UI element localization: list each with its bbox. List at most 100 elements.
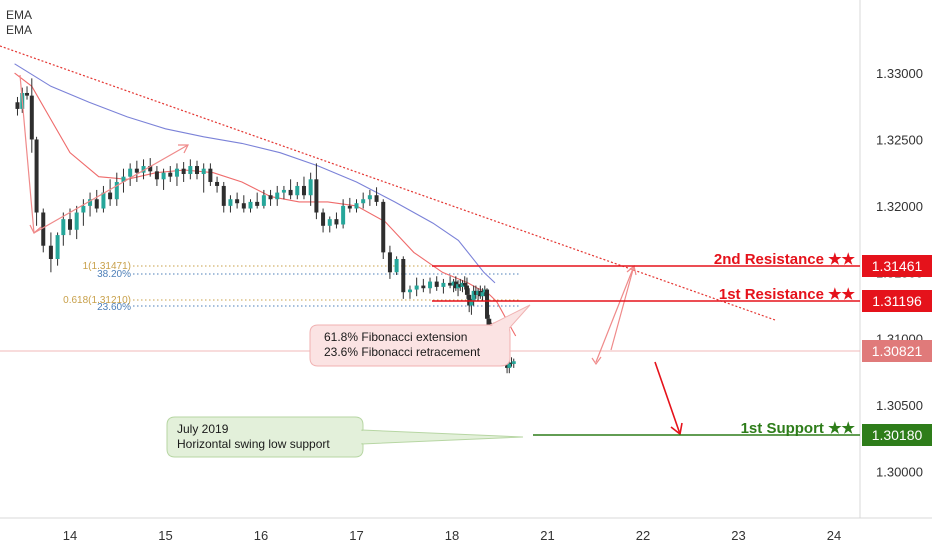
candle-body-down <box>434 281 439 287</box>
candle <box>268 189 273 206</box>
candle <box>61 212 66 246</box>
candle-body-up <box>188 166 193 174</box>
candle <box>154 166 159 186</box>
candle <box>467 288 472 313</box>
candle-body-down <box>208 168 213 182</box>
candle <box>275 185 280 206</box>
resistance-2-label: 2nd Resistance ★★ <box>714 251 856 268</box>
pattern-arrows <box>19 74 637 366</box>
candle-body-up <box>88 199 93 206</box>
candle <box>381 199 386 259</box>
candle <box>188 159 193 180</box>
candle-body-down <box>94 199 99 209</box>
candle <box>168 166 173 182</box>
candle <box>441 278 446 294</box>
fib-callout: 61.8% Fibonacci extension 23.6% Fibonacc… <box>309 304 531 367</box>
candle <box>347 197 352 213</box>
y-tick-label: 1.32000 <box>876 199 923 214</box>
candle <box>367 189 372 206</box>
indicator-label-ema-2[interactable]: EMA <box>6 23 33 37</box>
fib-label-23: 23.60% <box>97 302 131 313</box>
candle-body-down <box>48 245 53 259</box>
candle-body-down <box>288 189 293 196</box>
candle-body-down <box>462 282 467 286</box>
candle-body-up <box>295 185 300 196</box>
candle-body-down <box>301 185 306 196</box>
candle-body-down <box>464 285 469 295</box>
candle <box>414 277 419 297</box>
candle-body-down <box>334 219 339 225</box>
candle-body-down <box>181 168 186 174</box>
candle-body-up <box>482 289 487 293</box>
candle-body-up <box>511 361 516 364</box>
candle <box>88 192 93 217</box>
candle-body-up <box>308 179 313 196</box>
candle-body-up <box>228 199 233 206</box>
candle <box>134 160 139 182</box>
candle-body-down <box>68 219 72 230</box>
candle <box>181 162 186 182</box>
candle-body-down <box>195 166 200 174</box>
candle <box>354 199 359 213</box>
candle <box>511 358 516 368</box>
candle <box>208 163 213 186</box>
candle <box>387 245 392 279</box>
candle-body-down <box>235 199 240 204</box>
candle-body-up <box>281 189 286 193</box>
fib-label-38: 38.20% <box>97 269 131 280</box>
candle-body-down <box>168 172 173 177</box>
candle <box>456 280 461 297</box>
candle <box>94 189 99 213</box>
candle-body-down <box>215 181 220 186</box>
candle <box>295 181 300 200</box>
badge-s1-text: 1.30180 <box>872 427 923 443</box>
y-axis: 1.300001.305001.310001.315001.320001.325… <box>876 66 923 479</box>
candle-body-up <box>201 168 206 174</box>
ema-fast-line <box>14 72 517 337</box>
candle <box>29 78 34 153</box>
candle-body-up <box>441 282 446 287</box>
candle-body-up <box>367 195 372 200</box>
trendline <box>0 45 776 321</box>
candle <box>478 285 483 299</box>
candle-body-down <box>321 212 326 226</box>
candle <box>421 278 426 293</box>
candle <box>428 277 433 294</box>
candle-body-up <box>121 176 126 182</box>
candle <box>148 158 153 177</box>
candle-body-up <box>480 292 485 297</box>
candle-body-down <box>148 166 153 172</box>
candle <box>394 256 399 275</box>
resistance-1-label: 1st Resistance ★★ <box>719 286 856 303</box>
fib-callout-line-2: 23.6% Fibonacci retracement <box>324 345 481 359</box>
candle-body-down <box>509 362 514 364</box>
badge-r1-text: 1.31196 <box>872 293 922 309</box>
candle <box>81 199 86 226</box>
candle-body-down <box>387 252 392 273</box>
candle <box>241 195 246 213</box>
candle-body-up <box>414 285 419 290</box>
candle-body-down <box>374 195 379 202</box>
y-tick-label: 1.33000 <box>876 66 923 81</box>
badge-r2-text: 1.31461 <box>872 258 923 274</box>
swing-callout: July 2019 Horizontal swing low support <box>166 416 524 458</box>
fib-label-618: 0.618(1.31210) <box>63 295 131 306</box>
candle-body-up <box>507 362 512 368</box>
candle <box>261 189 266 209</box>
indicator-label-ema-1[interactable]: EMA <box>6 8 33 22</box>
candle-body-up <box>101 192 106 209</box>
price-badge-support-1: 1.30180 <box>862 424 932 446</box>
candle-body-up <box>128 168 133 177</box>
candle <box>321 208 326 233</box>
candle-body-up <box>451 281 456 286</box>
badge-current-text: 1.30821 <box>872 343 923 359</box>
candle <box>108 179 113 206</box>
x-tick-label: 14 <box>63 528 77 543</box>
projection-arrow <box>654 361 683 436</box>
candle-body-down <box>268 195 273 200</box>
price-badge-current: 1.30821 <box>862 340 932 362</box>
candle-body-down <box>41 212 46 246</box>
candle-body-down <box>29 95 34 140</box>
candle <box>451 278 456 293</box>
candle-body-down <box>255 201 260 206</box>
